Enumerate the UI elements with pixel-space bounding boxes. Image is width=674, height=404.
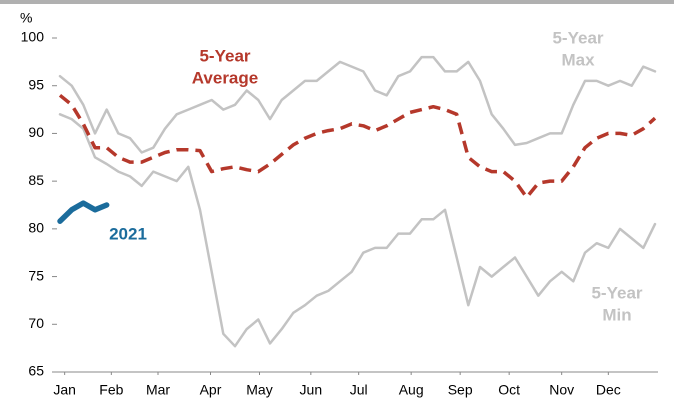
y-tick-label: 70 bbox=[28, 315, 44, 331]
y-tick-label: 100 bbox=[21, 29, 45, 45]
x-tick-label: Aug bbox=[399, 382, 424, 398]
line-series bbox=[58, 55, 657, 154]
y-tick-label: 90 bbox=[28, 124, 44, 140]
x-tick-label: Apr bbox=[200, 382, 222, 398]
line-series bbox=[58, 93, 657, 200]
top-border bbox=[0, 0, 674, 4]
annotation: 5-Year bbox=[552, 28, 603, 47]
annotation: Min bbox=[602, 305, 631, 324]
y-tick-label: 95 bbox=[28, 76, 44, 92]
line-series bbox=[57, 200, 110, 224]
y-tick-label: 65 bbox=[28, 363, 44, 379]
line-series bbox=[58, 113, 657, 348]
x-tick-label: Feb bbox=[99, 382, 123, 398]
annotation: 2021 bbox=[109, 224, 147, 243]
y-tick-label: 85 bbox=[28, 172, 44, 188]
x-tick-label: Jun bbox=[300, 382, 323, 398]
x-tick-label: Jan bbox=[53, 382, 76, 398]
y-tick-label: 75 bbox=[28, 267, 44, 283]
x-tick-label: Sep bbox=[448, 382, 473, 398]
x-tick-label: Jul bbox=[350, 382, 368, 398]
x-tick-label: Oct bbox=[498, 382, 520, 398]
y-tick-label: 80 bbox=[28, 220, 44, 236]
x-tick-label: Dec bbox=[596, 382, 621, 398]
annotation: Average bbox=[192, 68, 258, 87]
y-axis-label: % bbox=[20, 10, 32, 26]
annotation: Max bbox=[561, 50, 595, 69]
annotation: 5-Year bbox=[591, 283, 642, 302]
annotation: 5-Year bbox=[199, 46, 250, 65]
x-tick-label: May bbox=[246, 382, 272, 398]
x-tick-label: Mar bbox=[146, 382, 170, 398]
x-tick-label: Nov bbox=[549, 382, 574, 398]
